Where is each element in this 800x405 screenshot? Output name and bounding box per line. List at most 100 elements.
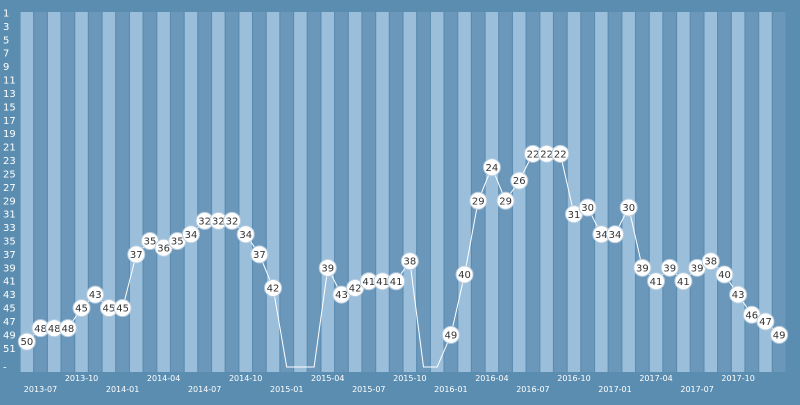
x-tick-label: 2015-01 [270,385,303,394]
month-band [430,12,444,372]
month-band [772,12,786,372]
data-point [701,252,720,271]
data-label: 39 [636,263,649,274]
month-band [554,12,567,372]
data-label: 30 [581,203,594,214]
x-tick-label: 2016-01 [434,385,467,394]
data-point [113,299,132,318]
y-tick-label: 39 [3,263,16,274]
month-band [485,12,499,372]
month-band [581,12,594,372]
data-label: 38 [403,257,416,268]
data-point [660,258,679,277]
y-tick-label: 19 [3,129,16,140]
month-band [34,12,47,372]
y-tick-label: 15 [3,102,16,113]
data-label: 41 [390,277,403,288]
data-label: 36 [157,243,170,254]
data-label: 35 [144,237,157,248]
month-band [143,12,157,372]
month-band [88,12,102,372]
month-band [403,12,417,372]
month-band [75,12,88,372]
month-band [307,12,321,372]
month-band [677,12,690,372]
data-label: 22 [527,149,540,160]
data-label: 37 [253,250,266,261]
data-label: 45 [103,304,116,315]
data-label: 41 [362,277,375,288]
month-band [444,12,458,372]
data-point [250,245,269,264]
month-band [362,12,376,372]
month-band [608,12,622,372]
y-tick-label: 29 [3,196,16,207]
month-band [622,12,635,372]
month-band [47,12,61,372]
x-tick-label: 2014-10 [229,374,262,383]
data-label: 39 [691,263,704,274]
data-label: 41 [650,277,663,288]
y-tick-label: 1 [3,9,9,20]
data-label: 49 [773,330,786,341]
data-point [578,198,597,217]
data-point [469,191,488,210]
x-tick-label: 2013-10 [65,374,98,383]
x-tick-label: 2013-07 [24,385,57,394]
data-label: 39 [321,263,334,274]
month-band [61,12,75,372]
y-tick-label: 27 [3,183,16,194]
data-label: 48 [34,324,47,335]
data-label: 35 [171,237,184,248]
y-tick-label: 13 [3,89,16,100]
x-tick-label: 2016-07 [516,385,549,394]
month-band [540,12,553,372]
x-tick-label: 2017-10 [721,374,754,383]
y-tick-label: 9 [3,62,9,73]
month-band [649,12,663,372]
month-band [184,12,198,372]
data-label: 34 [239,230,252,241]
data-point [674,272,693,291]
data-label: 24 [486,163,499,174]
data-point [387,272,406,291]
data-label: 29 [472,196,485,207]
y-tick-label: 11 [3,76,16,87]
month-band [130,12,143,372]
data-point [236,225,255,244]
y-tick-label: 25 [3,169,16,180]
data-point [510,171,529,190]
y-tick-label: 45 [3,304,16,315]
month-band [595,12,608,372]
month-band [102,12,116,372]
data-label: 43 [335,290,348,301]
data-point [647,272,666,291]
data-label: 46 [745,310,758,321]
x-tick-label: 2015-10 [393,374,426,383]
data-label: 32 [198,216,211,227]
data-label: 43 [89,290,102,301]
y-tick-label: 17 [3,116,16,127]
month-band [321,12,335,372]
month-band [253,12,266,372]
data-label: 40 [458,270,471,281]
y-axis-ticks: 1357911131517192123252729313335373941434… [3,9,16,374]
month-band [690,12,704,372]
month-band [335,12,348,372]
month-band [567,12,581,372]
data-label: 40 [718,270,731,281]
data-point [482,158,501,177]
month-band [376,12,389,372]
data-label: 47 [759,317,772,328]
data-label: 30 [622,203,635,214]
month-band [266,12,280,372]
y-tick-label: 35 [3,237,16,248]
data-label: 50 [20,337,33,348]
data-point [441,325,460,344]
data-label: 39 [663,263,676,274]
data-point [181,225,200,244]
x-tick-label: 2014-01 [106,385,139,394]
month-band [704,12,718,372]
data-label: 22 [540,149,553,160]
